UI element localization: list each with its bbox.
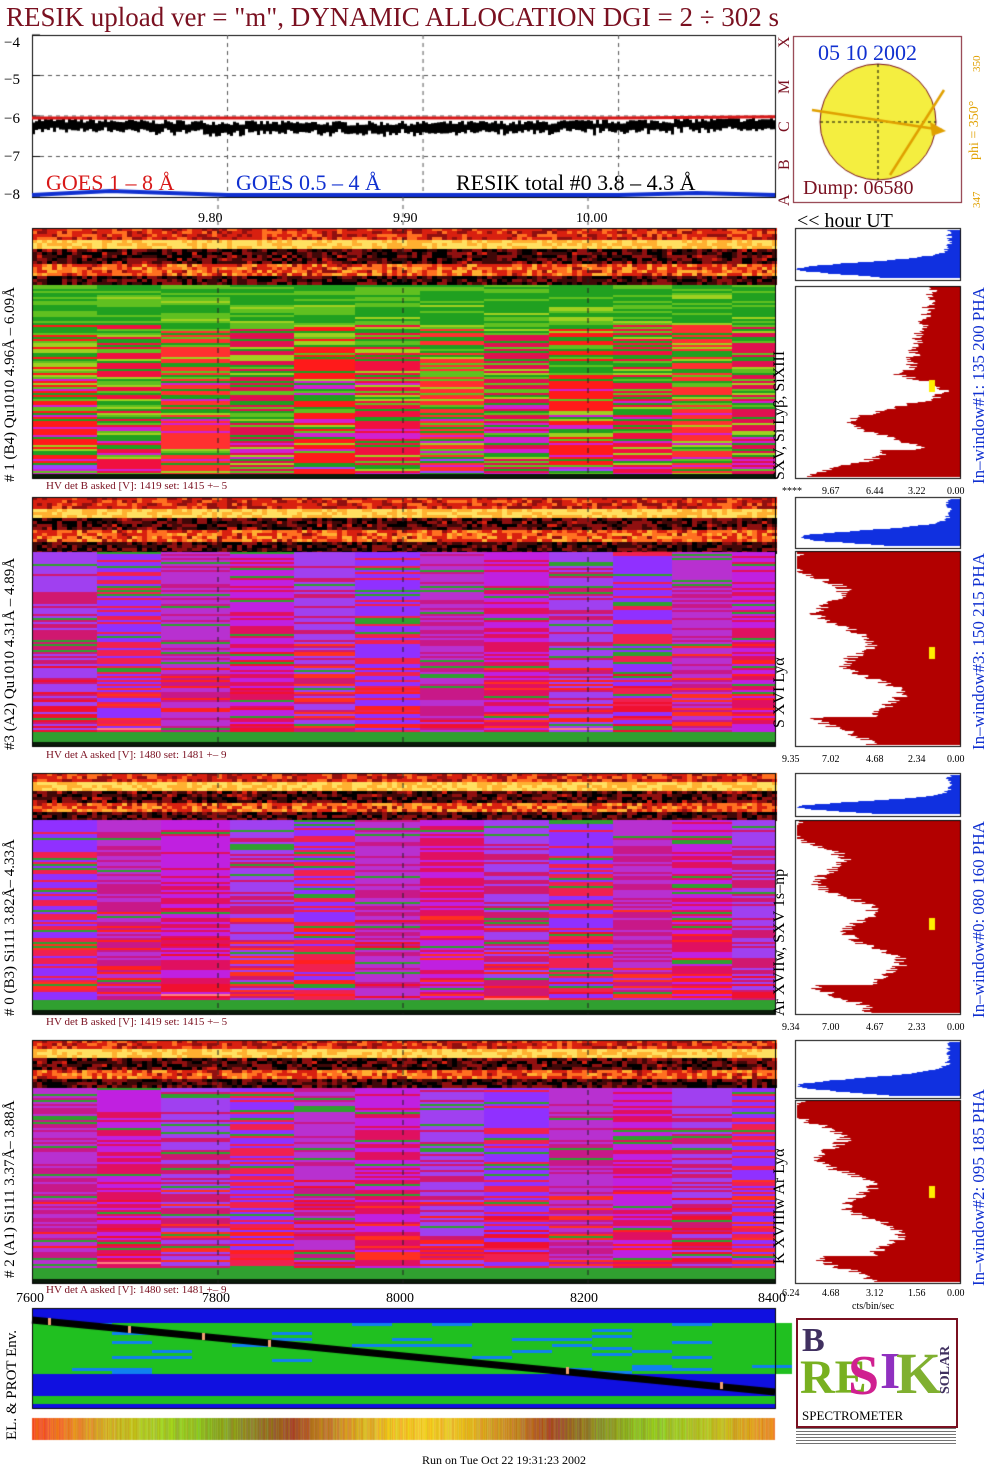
hist-0-tick: 7.00 <box>822 1022 840 1033</box>
logo-letter: K <box>896 1341 942 1406</box>
goes-class-letter: B <box>776 159 793 170</box>
hist-2-tick: 1.56 <box>908 1288 926 1299</box>
logo-subtitle: SPECTROMETER <box>802 1408 904 1423</box>
hist-2-tick: 3.12 <box>866 1288 884 1299</box>
hist-0-tick: 2.33 <box>908 1022 926 1033</box>
x-tick-label: 8400 <box>758 1291 786 1306</box>
x-tick-label: 9.90 <box>393 211 418 226</box>
detector-2-label: # 2 (A1) Si111 3.37Å– 3.88Å <box>2 1100 18 1278</box>
legend-goes-1-8: GOES 1 – 8 Å <box>46 170 175 195</box>
hist-3-tick: 2.34 <box>908 754 926 765</box>
x-tick-label: 8200 <box>570 1291 598 1306</box>
logo-letter: RE <box>800 1351 867 1404</box>
hist-3-tick: 9.35 <box>782 754 800 765</box>
y-tick-label: −6 <box>4 111 20 127</box>
logo-side-text: SOLAR <box>938 1345 953 1394</box>
legend-resik-total: RESIK total #0 3.8 – 4.3 Å <box>456 170 696 195</box>
goes-class-letter: A <box>776 194 793 206</box>
phi-bottom-value: 347 <box>971 191 983 209</box>
goes-class-letter: C <box>776 121 793 132</box>
detector-2-lines: K XVIIIw Ar Lyα <box>771 1148 788 1264</box>
x-tick-label: 7800 <box>202 1291 230 1306</box>
y-tick-label: −7 <box>4 149 20 165</box>
hist-0-tick: 9.34 <box>782 1022 800 1033</box>
detector-0-label: # 0 (B3) Si111 3.82Å– 4.33Å <box>2 839 18 1016</box>
particle-env-label: EL. & PROT Env. <box>4 1329 20 1440</box>
observation-date: 05 10 2002 <box>818 40 917 65</box>
phi-angle: phi = 350° <box>967 100 982 160</box>
hist-2-tick: 4.68 <box>822 1288 840 1299</box>
hist-1-tick: 9.67 <box>822 486 840 497</box>
page-title: RESIK upload ver = "m", DYNAMIC ALLOCATI… <box>6 2 780 32</box>
detector-1-window: In–window#1: 135 200 PHA <box>969 287 988 484</box>
logo-letter: S <box>848 1345 880 1407</box>
detector-3-window: In–window#3: 150 215 PHA <box>969 553 988 750</box>
goes-class-letter: M <box>776 79 793 94</box>
hist-1-tick: **** <box>782 486 802 497</box>
hist-xlabel: cts/bin/sec <box>852 1301 895 1312</box>
hist-0-tick: 4.67 <box>866 1022 884 1033</box>
detector-3-lines: S XVI Lyα <box>771 657 788 728</box>
resik-logo: B RE S I K SOLAR SPECTROMETER <box>796 1318 958 1428</box>
hour-ut-label: << hour UT <box>797 210 893 232</box>
detector-1-hv: HV det B asked [V]: 1419 set: 1415 +– 5 <box>46 480 228 492</box>
x-tick-label: 7600 <box>16 1291 44 1306</box>
hist-1-tick: 0.00 <box>947 486 965 497</box>
hist-2-tick: 6.24 <box>782 1288 800 1299</box>
x-tick-label: 8000 <box>386 1291 414 1306</box>
run-timestamp: Run on Tue Oct 22 19:31:23 2002 <box>422 1453 587 1467</box>
y-tick-label: −5 <box>4 72 20 88</box>
y-tick-label: −4 <box>4 35 20 51</box>
logo-letter: I <box>880 1343 901 1400</box>
hist-0-tick: 0.00 <box>947 1022 965 1033</box>
hist-3-tick: 0.00 <box>947 754 965 765</box>
detector-2-window: In–window#2: 095 185 PHA <box>969 1089 988 1286</box>
detector-0-window: In–window#0: 080 160 PHA <box>969 821 988 1018</box>
y-tick-label: −8 <box>4 187 20 203</box>
detector-2-hv: HV det A asked [V]: 1480 set: 1481 +– 9 <box>46 1284 227 1296</box>
detector-3-hv: HV det A asked [V]: 1480 set: 1481 +– 9 <box>46 749 227 761</box>
goes-class-letter: X <box>776 36 793 48</box>
hist-1-tick: 6.44 <box>866 486 884 497</box>
phi-top-value: 350 <box>971 55 983 73</box>
logo-fine-print <box>796 1428 956 1444</box>
x-tick-label: 10.00 <box>576 211 608 226</box>
detector-1-lines: SXV, Si Lyβ, SiXIII <box>771 350 788 480</box>
detector-1-label: # 1 (B4) Qu1010 4.96Å – 6.09Å <box>2 287 18 482</box>
detector-3-label: #3 (A2) Qu1010 4.31Å – 4.89Å <box>2 557 18 750</box>
hist-3-tick: 7.02 <box>822 754 840 765</box>
hist-2-tick: 0.00 <box>947 1288 965 1299</box>
dump-number: Dump: 06580 <box>803 177 914 199</box>
detector-0-lines: Ar XVIIw, SXV 1s–np <box>771 868 788 1016</box>
x-tick-label: 9.80 <box>198 211 223 226</box>
hist-3-tick: 4.68 <box>866 754 884 765</box>
hist-1-tick: 3.22 <box>908 486 926 497</box>
logo-letter: B <box>802 1322 825 1359</box>
legend-goes-05-4: GOES 0.5 – 4 Å <box>236 170 381 195</box>
detector-0-hv: HV det B asked [V]: 1419 set: 1415 +– 5 <box>46 1016 228 1028</box>
